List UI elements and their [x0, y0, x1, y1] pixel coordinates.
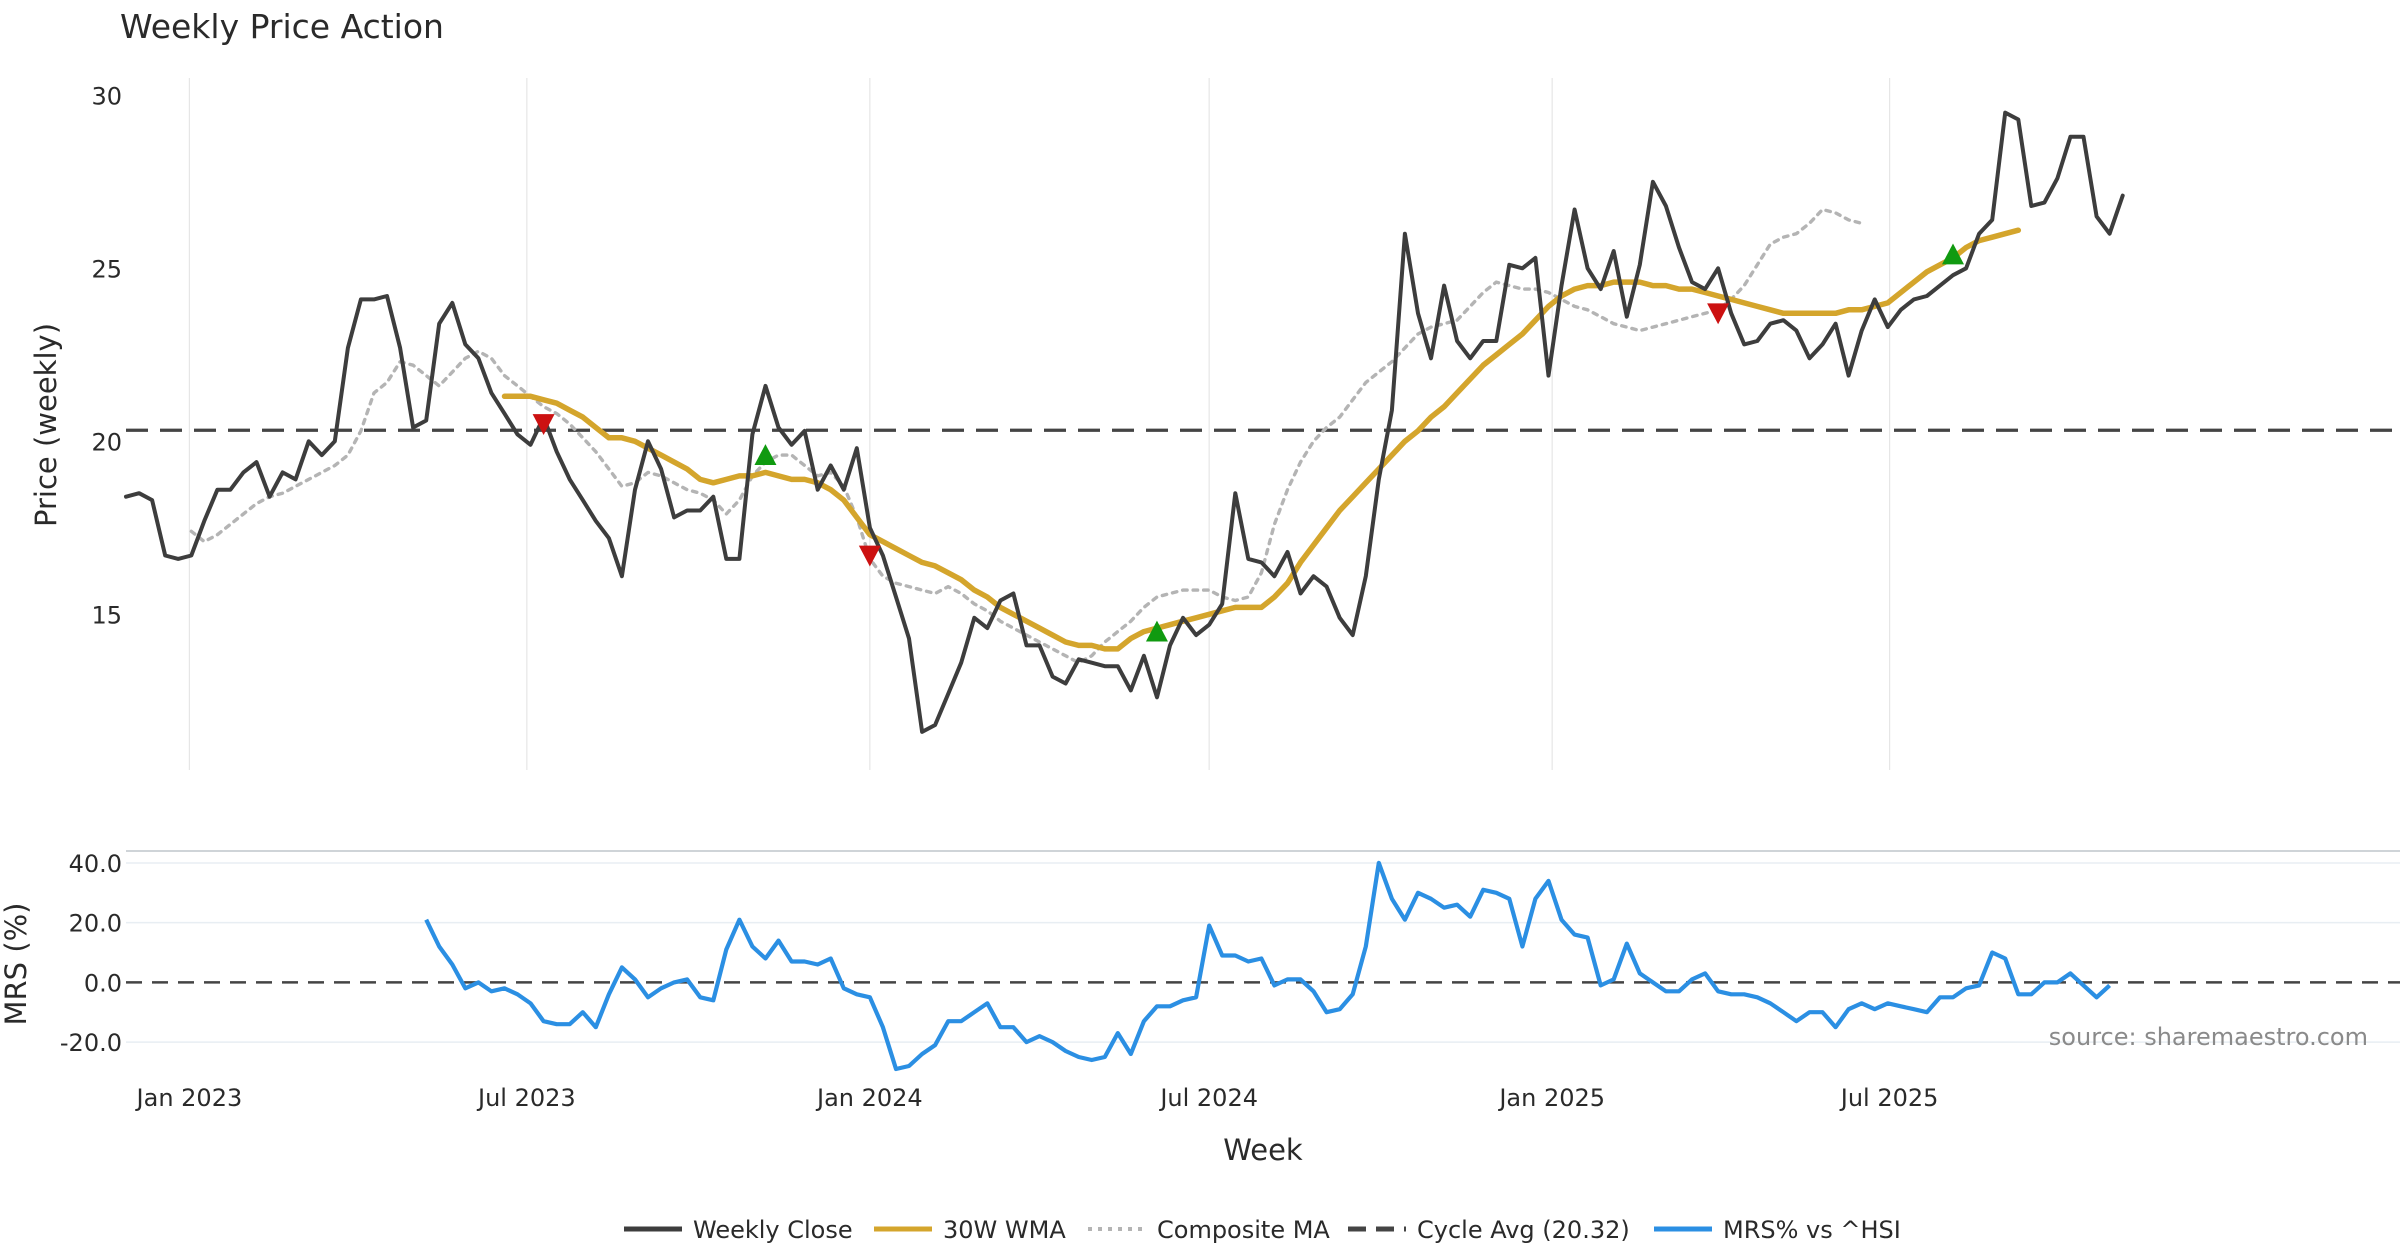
sell-signal-marker — [1707, 303, 1730, 325]
buy-signal-marker — [1145, 620, 1168, 642]
x-tick-label: Jan 2024 — [815, 1084, 923, 1112]
y-tick-label-main: 20 — [91, 428, 122, 456]
x-tick-label: Jul 2024 — [1158, 1084, 1258, 1112]
x-tick-label: Jan 2025 — [1497, 1084, 1605, 1112]
sub-grid — [126, 862, 2400, 1043]
legend-label: Weekly Close — [693, 1216, 853, 1244]
y-tick-label-main: 25 — [91, 255, 122, 283]
sell-signal-marker — [858, 545, 881, 567]
mrs-line — [424, 860, 2112, 1072]
y-tick-label-mrs: 20.0 — [69, 910, 122, 938]
legend: Weekly Close 30W WMA Composite MA Cycle Avg… — [624, 1216, 1901, 1244]
main-plot — [124, 110, 2400, 734]
source-annotation: source: sharemaestro.com — [2049, 1023, 2368, 1051]
chart-title: Weekly Price Action — [120, 7, 444, 46]
composite-ma-line — [189, 207, 1864, 665]
y-tick-label-mrs: 40.0 — [69, 850, 122, 878]
sub-plot — [126, 860, 2400, 1072]
y-tick-label-main: 15 — [91, 601, 122, 629]
y-tick-label-main: 30 — [91, 82, 122, 110]
y-tick-label-mrs: 0.0 — [84, 969, 122, 997]
legend-label: Composite MA — [1157, 1216, 1330, 1244]
sell-signal-marker — [532, 414, 555, 435]
weekly-close-line — [124, 110, 2125, 734]
y-axis-label-mrs: MRS (%) — [0, 903, 33, 1026]
x-ticks: Jan 2023 Jul 2023 Jan 2024 Jul 2024 Jan 2025… — [135, 1084, 1939, 1112]
wma-30w-line — [501, 227, 2022, 652]
legend-label: Cycle Avg (20.32) — [1417, 1216, 1630, 1244]
x-tick-label: Jul 2023 — [476, 1084, 576, 1112]
main-grid — [188, 78, 1891, 770]
legend-label: MRS% vs ^HSI — [1723, 1216, 1901, 1244]
x-axis-label: Week — [1223, 1133, 1303, 1167]
main-y-ticks: 15 20 25 30 — [91, 82, 122, 629]
y-axis-label-price: Price (weekly) — [29, 323, 63, 527]
legend-label: 30W WMA — [943, 1216, 1066, 1244]
x-tick-label: Jul 2025 — [1839, 1084, 1939, 1112]
buy-signal-marker — [1942, 243, 1964, 265]
y-tick-label-mrs: -20.0 — [60, 1029, 122, 1057]
x-tick-label: Jan 2023 — [135, 1084, 243, 1112]
buy-signal-marker — [754, 444, 777, 466]
sub-y-ticks: 40.0 20.0 0.0 -20.0 — [60, 850, 122, 1057]
